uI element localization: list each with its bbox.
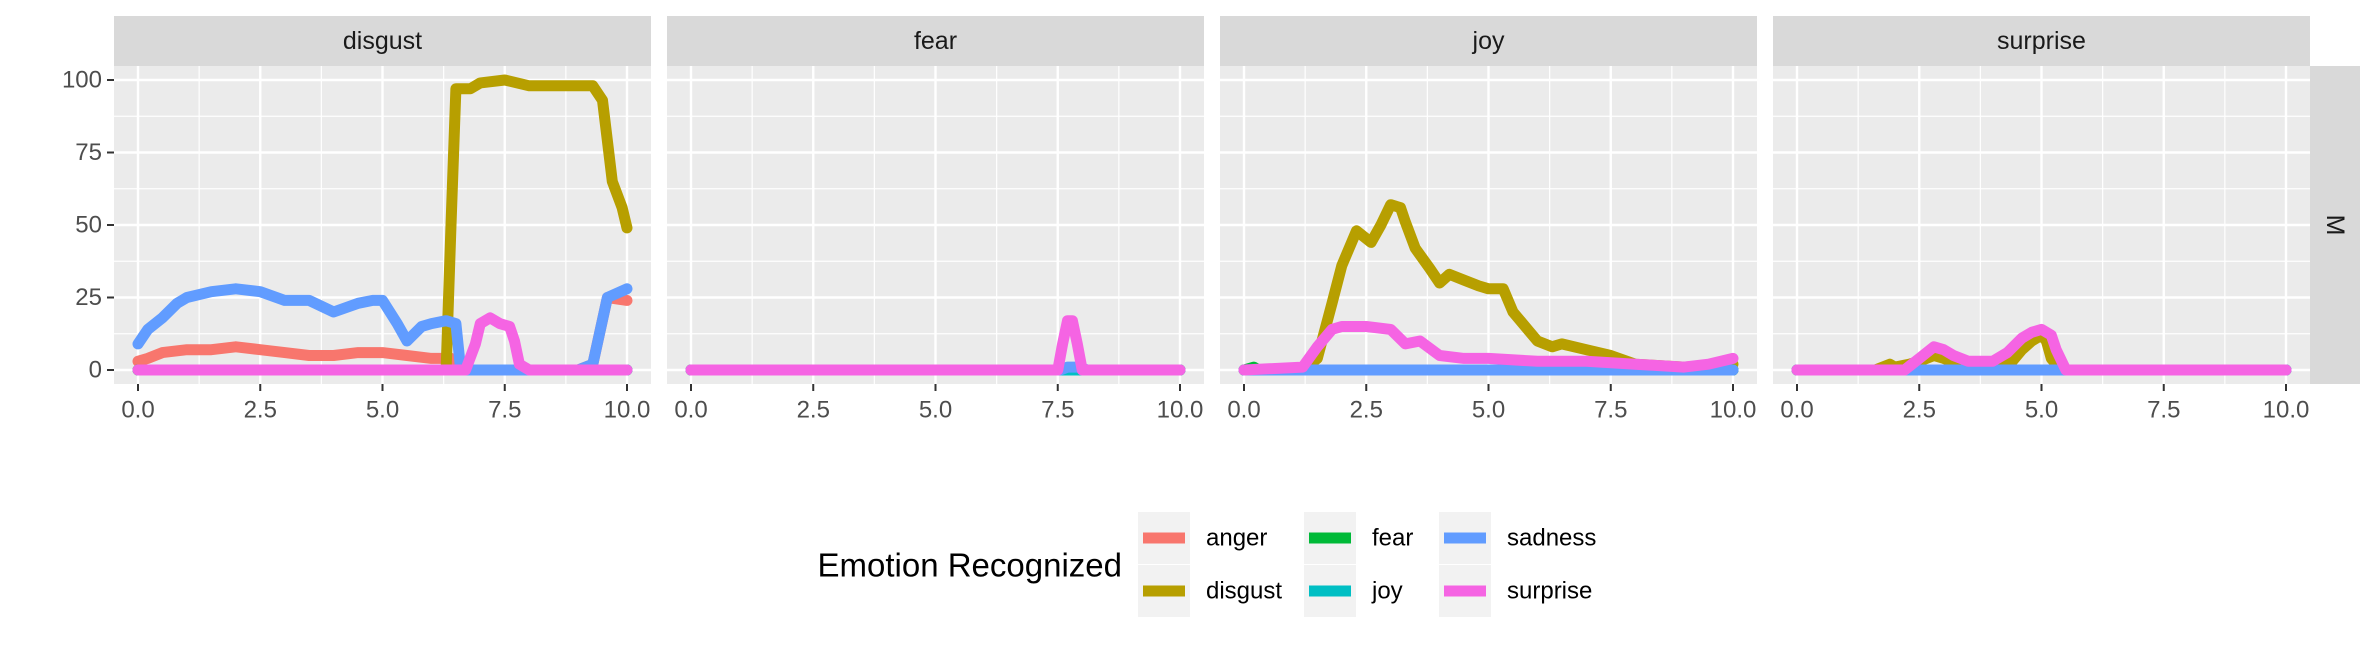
x-tick-label: 0.0 <box>1227 397 1260 424</box>
y-axis: 0 25 50 75 100 <box>62 67 114 384</box>
facet-strip-label: joy <box>1472 27 1505 55</box>
legend-entry-anger: anger <box>1138 512 1267 564</box>
facet-panel-fear: fear 0.0 2.5 5.0 7.5 10.0 <box>667 16 1204 424</box>
series-line-disgust <box>132 74 633 376</box>
legend-title: Emotion Recognized <box>817 547 1122 584</box>
series-line-surprise <box>685 315 1186 376</box>
legend-entry-fear: fear <box>1304 512 1413 564</box>
y-tick-label: 0 <box>89 357 102 384</box>
legend: Emotion Recognized anger disgust fear joy sa… <box>817 512 1596 617</box>
x-tick-label: 2.5 <box>797 397 830 424</box>
y-tick-label: 100 <box>62 67 102 94</box>
x-tick-label: 5.0 <box>2025 397 2058 424</box>
x-tick-label: 7.5 <box>488 397 521 424</box>
x-tick-label: 2.5 <box>1350 397 1383 424</box>
x-tick-label: 5.0 <box>1472 397 1505 424</box>
x-tick-label: 2.5 <box>244 397 277 424</box>
legend-label-surprise: surprise <box>1507 578 1592 605</box>
series-line-sadness <box>132 283 633 376</box>
series-line-surprise <box>1238 321 1739 376</box>
y-tick-label: 75 <box>75 139 102 166</box>
series-line-surprise <box>132 312 633 376</box>
facet-strip-label: surprise <box>1997 27 2086 55</box>
facet-strip-label: disgust <box>343 27 422 55</box>
facet-strip-label: fear <box>914 27 957 55</box>
x-tick-label: 10.0 <box>2263 397 2310 424</box>
row-strip-background <box>2310 66 2360 384</box>
x-tick-label: 10.0 <box>1710 397 1757 424</box>
facet-strip-background <box>1220 16 1757 66</box>
facet-strip-background <box>114 16 651 66</box>
legend-entry-disgust: disgust <box>1138 565 1282 617</box>
legend-label-joy: joy <box>1371 578 1403 605</box>
row-facet-strip: M <box>2310 66 2360 384</box>
x-tick-label: 0.0 <box>1780 397 1813 424</box>
series-line-surprise <box>1791 323 2292 376</box>
x-tick-label: 10.0 <box>604 397 651 424</box>
facet-panel-disgust: disgust 0.0 2.5 5.0 7.5 10.0 <box>114 16 651 424</box>
facet-strip-background <box>1773 16 2310 66</box>
legend-label-fear: fear <box>1372 525 1413 552</box>
x-tick-label: 10.0 <box>1157 397 1204 424</box>
facet-strip-background <box>667 16 1204 66</box>
y-tick-label: 25 <box>75 284 102 311</box>
legend-label-anger: anger <box>1206 525 1267 552</box>
x-tick-label: 7.5 <box>1594 397 1627 424</box>
x-tick-label: 2.5 <box>1903 397 1936 424</box>
row-strip-label: M <box>2321 215 2349 236</box>
x-tick-label: 5.0 <box>366 397 399 424</box>
legend-keys: anger disgust fear joy sadness surprise <box>1138 512 1596 617</box>
legend-entry-joy: joy <box>1304 565 1403 617</box>
facet-panel-joy: joy 0.0 2.5 5.0 7.5 10.0 <box>1220 16 1757 424</box>
series-line-disgust <box>1238 199 1739 376</box>
legend-label-disgust: disgust <box>1206 578 1282 605</box>
y-tick-label: 50 <box>75 212 102 239</box>
legend-label-sadness: sadness <box>1507 525 1596 552</box>
x-tick-label: 0.0 <box>121 397 154 424</box>
facet-panel-surprise: surprise 0.0 2.5 5.0 7.5 10.0 <box>1773 16 2310 424</box>
legend-entry-surprise: surprise <box>1439 565 1592 617</box>
x-tick-label: 7.5 <box>2147 397 2180 424</box>
x-tick-label: 7.5 <box>1041 397 1074 424</box>
x-tick-label: 0.0 <box>674 397 707 424</box>
x-tick-label: 5.0 <box>919 397 952 424</box>
legend-entry-sadness: sadness <box>1439 512 1596 564</box>
panels: disgust 0.0 2.5 5.0 7.5 10.0 fear 0.0 2.5 5.0 7.5 1… <box>114 16 2310 424</box>
